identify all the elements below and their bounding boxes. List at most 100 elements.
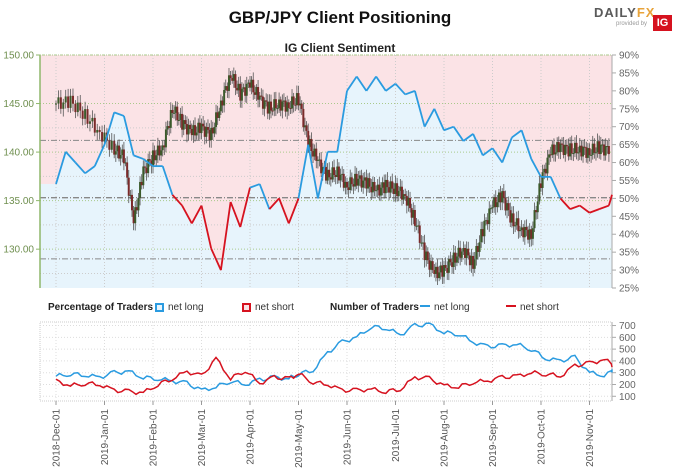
candle-body bbox=[231, 78, 234, 81]
candle-body bbox=[148, 159, 151, 161]
candle-body bbox=[368, 178, 371, 187]
candle-body bbox=[124, 162, 127, 164]
candle-body bbox=[310, 138, 313, 152]
candle-body bbox=[357, 178, 360, 186]
y-num-tick-label: 100 bbox=[619, 392, 636, 403]
candle-body bbox=[213, 126, 216, 134]
candle-body bbox=[101, 132, 104, 142]
sentiment-line-segment bbox=[123, 115, 135, 156]
candle-body bbox=[381, 182, 384, 188]
sentiment-line-segment bbox=[394, 83, 406, 96]
candle-body bbox=[81, 110, 84, 119]
candle-body bbox=[139, 181, 142, 198]
sentiment-line-segment bbox=[375, 76, 387, 92]
candle-body bbox=[388, 187, 391, 193]
candle-body bbox=[305, 125, 308, 131]
candle-body bbox=[130, 194, 133, 211]
y-right-tick-label: 65% bbox=[619, 140, 639, 151]
candle-body bbox=[354, 173, 357, 187]
candle-body bbox=[253, 92, 256, 95]
candle-body bbox=[360, 175, 363, 188]
candle-body bbox=[289, 107, 292, 109]
candle-body bbox=[569, 143, 572, 157]
y-left-tick-label: 150.00 bbox=[3, 51, 34, 62]
sentiment-line-segment bbox=[161, 165, 174, 196]
candle-body bbox=[198, 122, 201, 134]
candle-body bbox=[594, 152, 597, 154]
candle-body bbox=[258, 95, 261, 100]
candle-body bbox=[312, 151, 315, 157]
candle-body bbox=[203, 126, 206, 137]
candle-body bbox=[399, 186, 402, 191]
sentiment-line-segment bbox=[74, 161, 86, 174]
candle-body bbox=[556, 142, 559, 153]
candle-body bbox=[472, 255, 475, 269]
candle-body bbox=[591, 143, 594, 155]
sentiment-line-segment bbox=[55, 151, 67, 185]
candle-body bbox=[143, 166, 146, 168]
sentiment-line-segment bbox=[258, 183, 271, 210]
sentiment-line-segment bbox=[598, 204, 610, 210]
candle-body bbox=[446, 267, 449, 273]
candle-body bbox=[585, 147, 588, 158]
candle-body bbox=[313, 148, 316, 157]
candle-body bbox=[412, 209, 415, 218]
candle-body bbox=[457, 247, 460, 257]
candle-body bbox=[546, 157, 549, 174]
candle-body bbox=[181, 113, 184, 130]
candle-body bbox=[205, 126, 208, 137]
candle-body bbox=[586, 148, 589, 158]
candle-body bbox=[79, 102, 82, 111]
candle-body bbox=[531, 228, 534, 239]
candle-body bbox=[397, 190, 400, 197]
y-right-tick-label: 70% bbox=[619, 122, 639, 133]
candle-body bbox=[512, 213, 515, 227]
candle-body bbox=[155, 155, 158, 161]
candle-body bbox=[598, 141, 601, 155]
candle-body bbox=[287, 102, 290, 108]
candle-body bbox=[590, 154, 593, 156]
candle-body bbox=[475, 245, 478, 260]
candle-body bbox=[114, 151, 117, 155]
sentiment-line-segment bbox=[220, 201, 232, 271]
candle-body bbox=[173, 112, 176, 114]
candle-body bbox=[443, 265, 445, 277]
sentiment-line-segment bbox=[278, 198, 290, 224]
candle-body bbox=[263, 100, 266, 109]
candle-body bbox=[430, 261, 433, 270]
sentiment-line-segment bbox=[472, 133, 484, 156]
candle-body bbox=[548, 154, 551, 158]
candle-body bbox=[145, 167, 148, 174]
candle-body bbox=[349, 177, 352, 191]
candle-body bbox=[96, 129, 99, 133]
candle-body bbox=[391, 181, 394, 189]
x-tick-label: 2019-Jun-01 bbox=[343, 409, 354, 466]
traders-line-net-short bbox=[55, 356, 613, 396]
candle-body bbox=[192, 125, 195, 136]
candle-body bbox=[468, 255, 471, 266]
candle-body bbox=[483, 220, 486, 237]
candle-body bbox=[328, 169, 331, 178]
candle-body bbox=[156, 145, 159, 156]
candle-body bbox=[174, 106, 177, 113]
logo-wordmark: DAILYFX bbox=[594, 5, 656, 20]
sentiment-line-segment bbox=[559, 197, 571, 210]
sentiment-line-segment bbox=[103, 112, 116, 145]
candle-body bbox=[607, 146, 610, 155]
candle-body bbox=[603, 144, 606, 156]
candle-body bbox=[337, 166, 340, 181]
candle-body bbox=[189, 124, 192, 130]
sentiment-line-segment bbox=[549, 176, 562, 199]
legend-percentage-title: Percentage of Traders bbox=[48, 302, 154, 313]
sentiment-line-segment bbox=[579, 204, 591, 214]
candle-body bbox=[520, 227, 523, 231]
y-right-tick-label: 80% bbox=[619, 86, 639, 97]
x-tick-label: 2019-Jan-01 bbox=[100, 409, 111, 466]
chart-title: GBP/JPY Client Positioning bbox=[228, 8, 452, 27]
candle-body bbox=[333, 167, 336, 175]
y-left-tick-label: 145.00 bbox=[3, 99, 34, 110]
candle-body bbox=[396, 183, 399, 197]
sentiment-line-segment bbox=[229, 201, 242, 228]
sentiment-line-segment bbox=[482, 147, 494, 157]
sentiment-line-segment bbox=[491, 147, 503, 164]
